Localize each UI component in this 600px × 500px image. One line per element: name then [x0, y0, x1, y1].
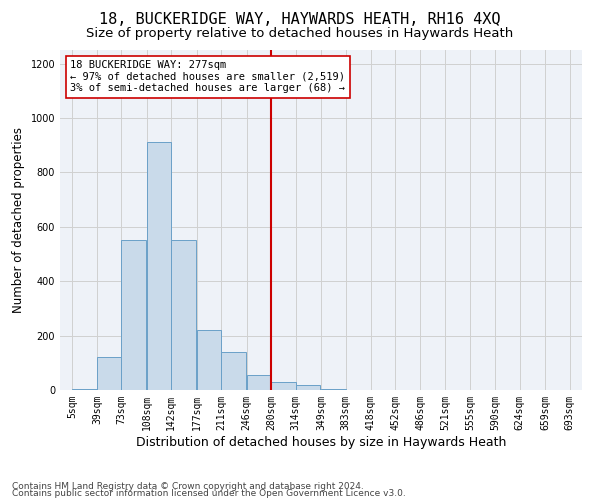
Bar — [147, 142, 172, 390]
Bar — [247, 375, 271, 390]
Y-axis label: Number of detached properties: Number of detached properties — [12, 127, 25, 313]
Text: Contains public sector information licensed under the Open Government Licence v3: Contains public sector information licen… — [12, 489, 406, 498]
Bar — [296, 384, 320, 390]
Bar — [121, 240, 146, 390]
Bar — [97, 358, 121, 390]
Text: 18, BUCKERIDGE WAY, HAYWARDS HEATH, RH16 4XQ: 18, BUCKERIDGE WAY, HAYWARDS HEATH, RH16… — [99, 12, 501, 28]
Bar — [271, 382, 296, 390]
Text: Size of property relative to detached houses in Haywards Heath: Size of property relative to detached ho… — [86, 28, 514, 40]
Bar — [321, 388, 346, 390]
Text: 18 BUCKERIDGE WAY: 277sqm
← 97% of detached houses are smaller (2,519)
3% of sem: 18 BUCKERIDGE WAY: 277sqm ← 97% of detac… — [70, 60, 346, 94]
Bar — [197, 330, 221, 390]
Bar — [172, 240, 196, 390]
X-axis label: Distribution of detached houses by size in Haywards Heath: Distribution of detached houses by size … — [136, 436, 506, 448]
Bar — [72, 388, 97, 390]
Text: Contains HM Land Registry data © Crown copyright and database right 2024.: Contains HM Land Registry data © Crown c… — [12, 482, 364, 491]
Bar — [221, 352, 246, 390]
